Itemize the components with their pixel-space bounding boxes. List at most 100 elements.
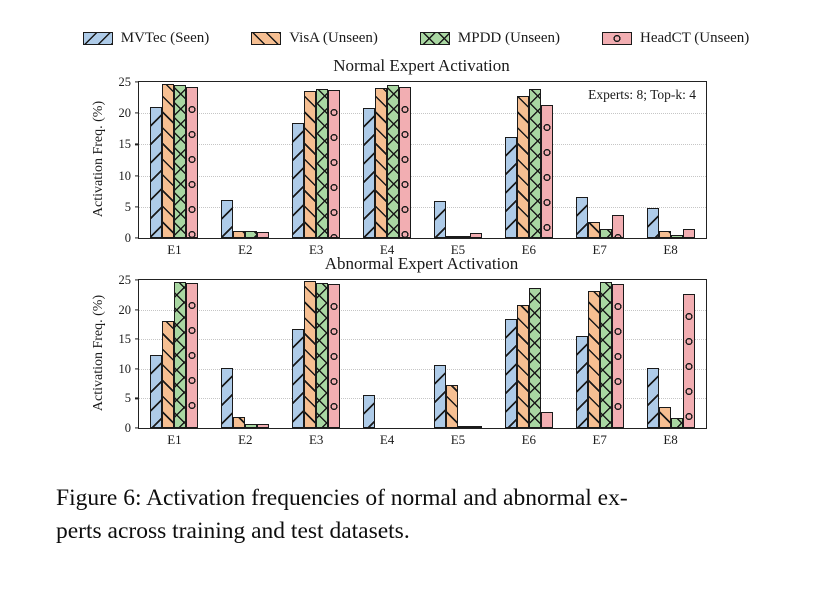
y-tick-mark (135, 309, 139, 311)
y-tick-mark (135, 143, 139, 145)
bar-mpdd-unseen-e3 (316, 282, 329, 428)
bar-mpdd-unseen-e6 (528, 288, 541, 428)
y-tick-mark (135, 338, 139, 340)
bar-mvtec-seen-e6 (504, 136, 517, 238)
bar-visa-unseen-e3 (304, 280, 317, 428)
bar-mpdd-unseen-e8 (670, 234, 683, 238)
bar-headct-unseen-e4 (399, 87, 412, 238)
bar-headct-unseen-e3 (328, 89, 341, 238)
bar-headct-unseen-e6 (540, 412, 553, 428)
bar-mpdd-unseen-e1 (174, 85, 187, 238)
gridline-20 (139, 113, 706, 115)
y-tick-label-5: 5 (124, 199, 131, 214)
bar-mpdd-unseen-e8 (670, 417, 683, 428)
legend-label: MVTec (Seen) (120, 30, 210, 46)
bar-mvtec-seen-e5 (433, 201, 446, 238)
bar-visa-unseen-e7 (587, 290, 600, 428)
x-tick-label-e7: E7 (592, 242, 607, 257)
x-tick-label-e8: E8 (663, 242, 678, 257)
x-tick-label-e6: E6 (521, 432, 537, 447)
legend-item-mpdd-unseen: MPDD (Unseen) (419, 30, 560, 47)
bar-mvtec-seen-e2 (221, 368, 234, 428)
y-tick-label-10: 10 (118, 168, 132, 183)
gridline-10 (139, 368, 706, 370)
bar-mpdd-unseen-e3 (316, 88, 329, 238)
bar-mvtec-seen-e3 (292, 123, 305, 238)
x-tick-label-e6: E6 (521, 242, 537, 257)
x-tick-label-e4: E4 (379, 432, 395, 447)
bar-mpdd-unseen-e1 (174, 282, 187, 428)
bar-mpdd-unseen-e7 (599, 229, 612, 238)
bar-mvtec-seen-e5 (433, 364, 446, 428)
x-tick-label-e5: E5 (450, 432, 466, 447)
legend-item-headct-unseen: HeadCT (Unseen) (601, 30, 750, 47)
legend-swatch-mpdd-unseen (419, 32, 450, 45)
bar-mvtec-seen-e1 (150, 354, 163, 428)
y-tick-label-20: 20 (118, 302, 132, 317)
caption-line-1: Figure 6: Activation frequencies of norm… (56, 485, 628, 511)
legend-item-mvtec-seen: MVTec (Seen) (82, 30, 210, 47)
x-tick-label-e4: E4 (379, 242, 395, 257)
bar-visa-unseen-e2 (233, 231, 246, 238)
gridline-5 (139, 206, 706, 208)
bar-visa-unseen-e1 (162, 83, 175, 238)
legend-swatch-headct-unseen (601, 32, 632, 45)
x-tick-label-e1: E1 (167, 432, 182, 447)
y-tick-mark (135, 279, 139, 281)
x-tick-label-e8: E8 (663, 432, 678, 447)
bar-headct-unseen-e8 (682, 294, 695, 428)
figure-caption: Figure 6: Activation frequencies of norm… (56, 482, 628, 548)
bar-mvtec-seen-e4 (363, 107, 376, 238)
bar-mvtec-seen-e7 (575, 336, 588, 428)
gridline-15 (139, 339, 706, 341)
gridline-10 (139, 175, 706, 177)
bar-mpdd-unseen-e4 (387, 85, 400, 238)
y-tick-label-25: 25 (118, 74, 132, 89)
bar-headct-unseen-e1 (186, 282, 199, 428)
bar-visa-unseen-e3 (304, 91, 317, 238)
y-tick-mark (135, 237, 139, 239)
x-tick-label-e1: E1 (167, 242, 182, 257)
y-tick-mark (135, 206, 139, 208)
y-tick-label-25: 25 (118, 272, 132, 287)
caption-line-2: perts across training and test datasets. (56, 518, 410, 544)
bar-visa-unseen-e5 (445, 236, 458, 238)
x-tick-label-e5: E5 (450, 242, 466, 257)
y-tick-mark (135, 397, 139, 399)
bar-visa-unseen-e6 (516, 95, 529, 238)
x-tick-label-e2: E2 (238, 242, 253, 257)
x-tick-label-e3: E3 (308, 242, 324, 257)
bar-mvtec-seen-e2 (221, 199, 234, 238)
bar-mvtec-seen-e3 (292, 329, 305, 428)
gridline-15 (139, 144, 706, 146)
legend-label: HeadCT (Unseen) (639, 30, 750, 46)
bar-headct-unseen-e8 (682, 229, 695, 238)
bar-mpdd-unseen-e5 (457, 235, 470, 238)
chart-title-abnormal: Abnormal Expert Activation (324, 254, 519, 273)
bar-headct-unseen-e5 (469, 426, 482, 428)
bar-mpdd-unseen-e7 (599, 282, 612, 428)
bar-headct-unseen-e2 (257, 232, 270, 238)
bar-visa-unseen-e1 (162, 321, 175, 428)
bar-visa-unseen-e8 (658, 230, 671, 238)
legend-swatch-visa-unseen (251, 32, 282, 45)
legend-label: VisA (Unseen) (289, 30, 378, 46)
y-tick-label-10: 10 (118, 361, 132, 376)
y-axis-label: Activation Freq. (%) (91, 294, 106, 412)
bar-visa-unseen-e2 (233, 417, 246, 428)
x-tick-label-e3: E3 (308, 432, 324, 447)
y-tick-label-15: 15 (118, 331, 132, 346)
bar-headct-unseen-e5 (469, 233, 482, 238)
bar-headct-unseen-e2 (257, 424, 270, 428)
y-tick-label-20: 20 (118, 105, 132, 120)
bar-mpdd-unseen-e2 (245, 231, 258, 238)
bar-mvtec-seen-e8 (646, 208, 659, 238)
bar-mpdd-unseen-e2 (245, 424, 258, 428)
bar-headct-unseen-e7 (611, 283, 624, 428)
bar-mvtec-seen-e1 (150, 106, 163, 238)
bar-visa-unseen-e5 (445, 385, 458, 428)
legend: MVTec (Seen) VisA (Unseen) MPDD (Unseen) He… (0, 30, 832, 47)
bar-mvtec-seen-e8 (646, 367, 659, 428)
bar-headct-unseen-e6 (540, 105, 553, 238)
